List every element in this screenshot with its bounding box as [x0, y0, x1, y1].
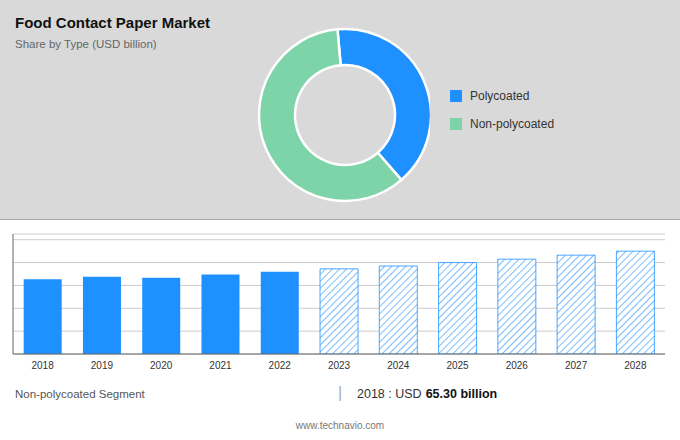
html-text:2018 : USD 65.30 billion: 2018 : USD 65.30 billion — [357, 387, 498, 401]
svg-text:2026: 2026 — [506, 360, 529, 371]
svg-text:2020: 2020 — [150, 360, 173, 371]
svg-text:2021: 2021 — [209, 360, 232, 371]
svg-text:2018: 2018 — [32, 360, 55, 371]
svg-text:2025: 2025 — [446, 360, 469, 371]
svg-text:2028: 2028 — [624, 360, 647, 371]
html-text:Share by Type (USD billion): Share by Type (USD billion) — [15, 38, 157, 50]
svg-text:2027: 2027 — [565, 360, 588, 371]
svg-text:2024: 2024 — [387, 360, 410, 371]
html-text:Polycoated: Polycoated — [470, 89, 530, 103]
svg-text:2023: 2023 — [328, 360, 351, 371]
html-text:www.technavio.com: www.technavio.com — [295, 420, 385, 431]
html-text:Food Contact Paper Market: Food Contact Paper Market — [15, 14, 210, 31]
html-text:Non-polycoated: Non-polycoated — [470, 117, 555, 131]
svg-text:2022: 2022 — [269, 360, 292, 371]
svg-text:2019: 2019 — [91, 360, 114, 371]
html-text:Non-polycoated Segment: Non-polycoated Segment — [15, 388, 145, 400]
